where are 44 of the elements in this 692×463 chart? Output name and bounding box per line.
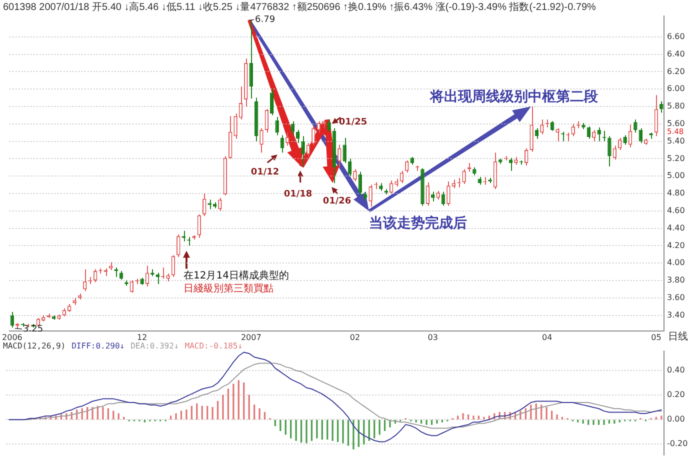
y-tick-label: 5.00: [667, 171, 685, 180]
y-tick-label: 5.40: [667, 136, 685, 146]
y-tick-label: 0.00: [667, 414, 685, 424]
chart-title: MACD(12,26,9): [3, 342, 66, 351]
text: DIFF:0.290↓: [72, 342, 125, 351]
y-tick-label: 6.00: [667, 84, 685, 94]
annotation: 将出现周线级别中枢第二段: [429, 89, 599, 106]
y-tick-label: 3.40: [667, 310, 685, 320]
text: MACD:-0.185↓: [184, 342, 243, 351]
y-tick-label: 4.40: [667, 223, 685, 232]
annotation: 3.25: [23, 324, 44, 334]
annotation: 6.79: [255, 14, 276, 25]
y-tick-label: 4.20: [667, 240, 685, 250]
y-tick-label: 6.40: [667, 49, 685, 58]
annotation: 01/25: [338, 117, 368, 128]
y-tick-label: 6.60: [667, 32, 685, 41]
annotation: 01/26: [322, 196, 352, 206]
y-tick-label: 5.20: [667, 154, 685, 163]
y-tick-label: 4.80: [667, 188, 685, 198]
x-tick-label: 05: [651, 332, 662, 342]
y-tick-label: 0.40: [667, 366, 685, 375]
y-tick-label: 3.80: [667, 276, 685, 285]
annotation: 当该走势完成后: [369, 214, 467, 232]
x-tick-label: 2007: [240, 332, 262, 342]
y-tick-label: 0.20: [667, 390, 685, 400]
x-tick-label: 12: [136, 332, 148, 342]
x-tick-label: 03: [428, 332, 438, 342]
annotation: 日綫級別第三類買點: [184, 282, 274, 295]
annotation: 01/12: [250, 167, 280, 178]
y-tick-label: 5.60: [667, 118, 685, 128]
x-tick-label: 2006: [2, 332, 22, 342]
annotation: 01/18: [284, 189, 312, 200]
text: DEA:0.392↓: [130, 342, 179, 351]
x-tick-label: 04: [542, 332, 552, 342]
y-tick-label: 6.20: [667, 66, 685, 76]
y-tick-label: 4.00: [667, 258, 685, 268]
y-tick-label: 3.60: [667, 293, 685, 302]
y-tick-label: -0.20: [667, 439, 688, 448]
x-axis-title: 日线: [668, 330, 688, 343]
annotation: 在12月14日構成典型的: [184, 270, 289, 282]
y-tick-label: 5.80: [667, 102, 685, 111]
y-tick-label: 4.60: [667, 206, 685, 215]
chart-title: 601398 2007/01/18 开5.40 ↓高5.46 ↓低5.11 ↓收5.25 ↓量4776832 ↑额250696 ↑换0.19% ↑振6.43% 涨(-0.19)-3.49% 指数(-21.92)-0.79%: [3, 0, 596, 13]
x-tick-label: 02: [350, 332, 360, 342]
